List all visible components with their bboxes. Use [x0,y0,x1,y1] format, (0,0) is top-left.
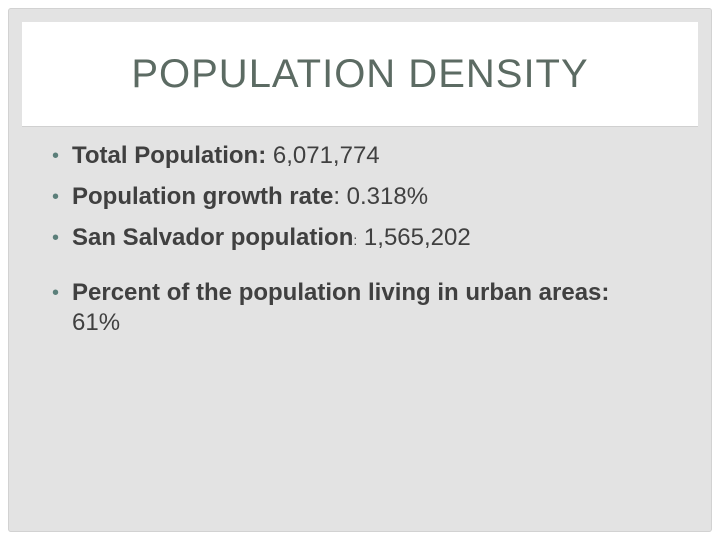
bullet-dot-icon: • [52,186,60,208]
bullet-label: San Salvador population [72,224,354,251]
bullet-value: 0.318% [340,183,429,210]
bullet-list: • Total Population: 6,071,774 • Populati… [52,141,652,349]
bullet-dot-icon: • [52,145,60,167]
bullet-item-urban-percent: • Percent of the population living in ur… [52,278,652,338]
bullet-value: 1,565,202 [357,224,471,251]
slide-title: POPULATION DENSITY [131,51,589,96]
bullet-dot-icon: • [52,282,60,304]
bullet-dot-icon: • [52,227,60,249]
bullet-label: Population growth rate [72,183,334,210]
bullet-item-total-population: • Total Population: 6,071,774 [52,141,652,171]
bullet-value: 6,071,774 [266,142,380,169]
bullet-value: 61% [72,309,121,336]
bullet-item-growth-rate: • Population growth rate: 0.318% [52,182,652,212]
bullet-label: Percent of the population living in urba… [72,279,610,306]
bullet-item-san-salvador: • San Salvador population: 1,565,202 [52,223,652,255]
bullet-separator: : [333,183,340,210]
bullet-separator: : [353,232,358,248]
bullet-label: Total Population: [72,142,267,169]
title-box: POPULATION DENSITY [22,22,698,127]
